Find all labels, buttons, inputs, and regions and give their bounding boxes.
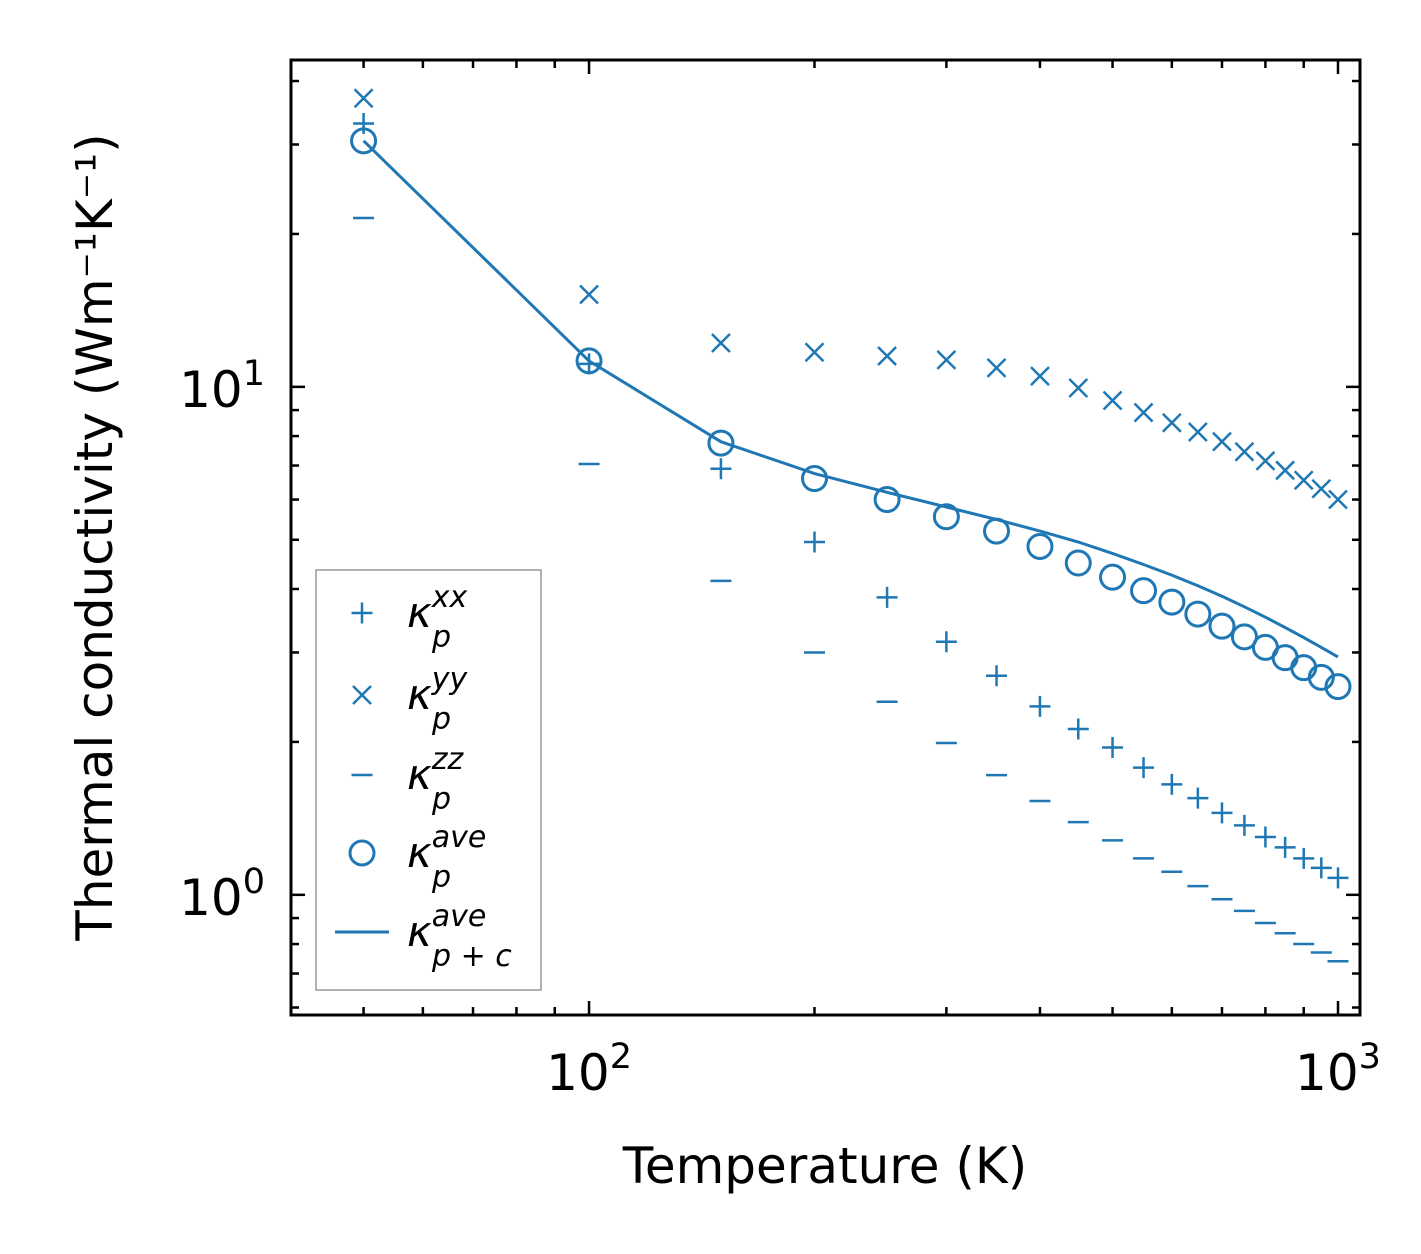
data-point-circle	[800, 465, 828, 493]
series-plus	[353, 112, 1349, 889]
data-point-x	[1255, 450, 1276, 471]
legend-entry: κxx p	[351, 580, 468, 655]
data-point-plus	[1327, 867, 1349, 889]
data-point-plus	[1274, 836, 1296, 858]
data-point-plus	[1310, 857, 1332, 879]
series-line-kappa-p-plus-c-ave	[362, 139, 1339, 659]
legend-label: κave p + c	[407, 899, 512, 974]
data-point-x	[1234, 441, 1255, 462]
data-point-x	[1187, 422, 1208, 442]
data-point-circle	[1026, 532, 1054, 560]
y-tick-label: 101	[179, 354, 265, 419]
data-point-circle	[1099, 563, 1127, 591]
data-point-plus	[1187, 787, 1209, 809]
data-point-circle	[932, 503, 960, 531]
series-hline	[353, 216, 1349, 963]
data-point-x	[1311, 478, 1332, 499]
legend-label: κave p	[407, 820, 486, 895]
y-axis-title: Thermal conductivity (Wm⁻¹K⁻¹)	[66, 133, 124, 941]
data-point-plus	[710, 458, 732, 480]
legend-marker-circle	[348, 839, 376, 867]
series-line	[362, 139, 1339, 659]
legend-entry: κave p + c	[335, 899, 512, 974]
data-point-x	[353, 88, 374, 109]
x-axis-title: Temperature (K)	[622, 1137, 1027, 1195]
legend-entry: κzz p	[351, 742, 465, 817]
data-point-x	[804, 342, 825, 363]
data-point-x	[1133, 402, 1154, 423]
series-circle	[350, 127, 1352, 701]
data-point-circle	[350, 127, 378, 155]
data-point-x	[1212, 431, 1232, 452]
data-point-circle	[1158, 588, 1186, 616]
data-point-plus	[876, 586, 898, 608]
data-point-plus	[1102, 736, 1124, 758]
plot-area	[350, 88, 1352, 963]
data-point-plus	[1293, 847, 1315, 869]
data-point-plus	[1029, 695, 1051, 717]
data-point-x	[877, 346, 897, 366]
data-point-x	[1068, 378, 1089, 398]
data-point-x	[1161, 412, 1182, 433]
y-tick-label: 100	[179, 862, 265, 927]
data-point-x	[711, 333, 731, 353]
data-point-x	[1328, 489, 1348, 510]
data-point-circle	[1307, 663, 1335, 691]
data-point-circle	[707, 429, 735, 457]
data-point-x	[1293, 470, 1314, 491]
data-point-plus	[1233, 814, 1255, 836]
data-point-plus	[353, 112, 375, 134]
legend-label: κzz p	[407, 742, 465, 817]
legend-marker-x	[352, 685, 372, 705]
data-point-x	[1275, 460, 1296, 481]
data-point-circle	[1184, 600, 1212, 628]
legend-entry: κave p	[348, 820, 486, 895]
data-point-plus	[1161, 773, 1183, 795]
data-point-circle	[873, 486, 901, 514]
data-point-x	[936, 350, 957, 370]
data-point-plus	[803, 531, 825, 553]
series-x	[353, 88, 1348, 510]
x-tick-label: 102	[546, 1037, 632, 1102]
data-point-plus	[1254, 826, 1276, 848]
data-point-plus	[986, 665, 1008, 687]
legend-marker-plus	[351, 602, 373, 624]
data-point-plus	[1133, 757, 1155, 779]
data-point-circle	[1230, 623, 1258, 651]
data-point-plus	[935, 631, 957, 653]
data-point-circle	[1064, 549, 1092, 577]
axis-ticks	[289, 60, 1360, 1015]
data-point-plus	[1067, 718, 1089, 740]
data-point-circle	[1208, 612, 1236, 640]
legend-label: κxx p	[407, 580, 468, 655]
data-point-x	[579, 284, 599, 305]
x-tick-label: 103	[1295, 1037, 1381, 1102]
data-point-circle	[1130, 577, 1158, 605]
data-point-x	[1102, 390, 1123, 411]
data-point-x	[1030, 366, 1050, 386]
legend-frame	[315, 569, 542, 991]
data-point-x	[986, 357, 1007, 378]
data-point-circle	[1324, 673, 1352, 701]
data-point-plus	[1211, 802, 1233, 824]
axes-frame	[289, 58, 1362, 1017]
tick-labels: 102 103 100 101	[179, 354, 1381, 1102]
data-point-circle	[575, 347, 603, 375]
legend-entry: κyy p	[352, 662, 469, 737]
legend-label: κyy p	[407, 662, 469, 737]
